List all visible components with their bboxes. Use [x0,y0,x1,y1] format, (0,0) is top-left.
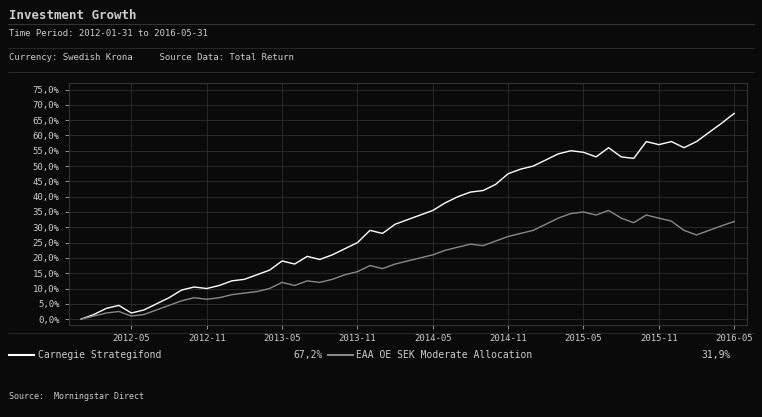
Text: EAA OE SEK Moderate Allocation: EAA OE SEK Moderate Allocation [356,349,532,359]
Text: 67,2%: 67,2% [293,349,323,359]
Text: Carnegie Strategifond: Carnegie Strategifond [38,349,162,359]
Text: Time Period: 2012-01-31 to 2016-05-31: Time Period: 2012-01-31 to 2016-05-31 [9,28,208,38]
Text: Source:  Morningstar Direct: Source: Morningstar Direct [9,392,144,401]
Text: Investment Growth: Investment Growth [9,9,136,22]
Text: Currency: Swedish Krona     Source Data: Total Return: Currency: Swedish Krona Source Data: Tot… [9,53,294,62]
Text: 31,9%: 31,9% [701,349,731,359]
